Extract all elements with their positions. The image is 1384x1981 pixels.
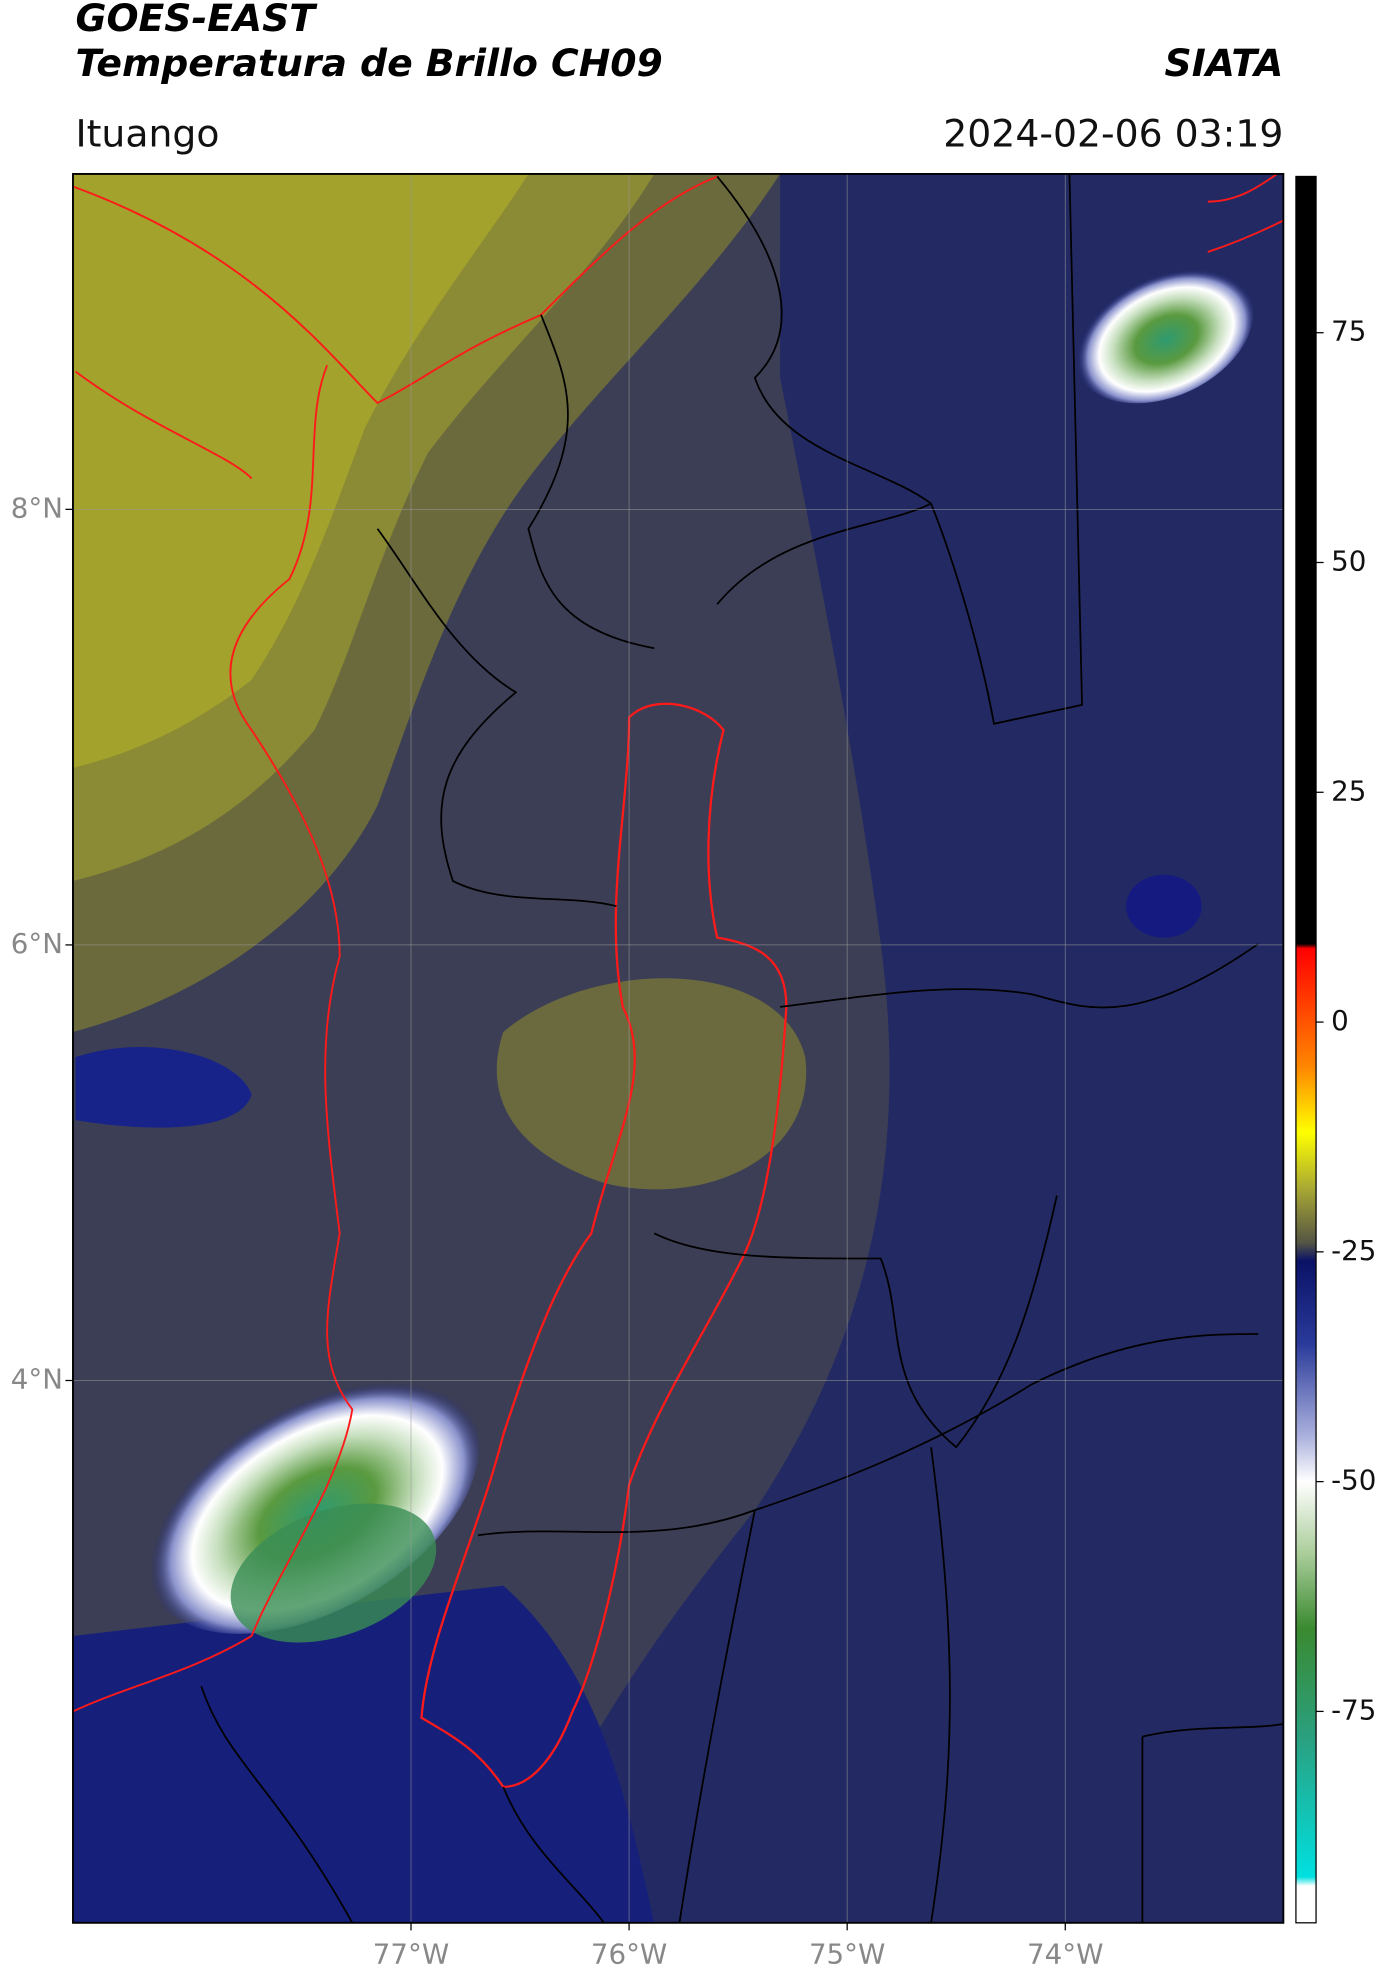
colorbar-tick-label: 25 [1331, 774, 1366, 807]
colorbar-tick-label: 0 [1331, 1004, 1349, 1037]
map-image [72, 173, 1284, 1923]
location: Ituango [75, 112, 219, 156]
x-tick-label: 77°W [373, 1938, 449, 1971]
title-line1: GOES-EAST [75, 0, 318, 40]
x-tick-label: 76°W [591, 1938, 667, 1971]
colorbar-ticks: 75 50 25 0 -25 -50 -75 [1316, 315, 1376, 1726]
colorbar-tick-label: -25 [1331, 1234, 1376, 1267]
y-tick-label: 4°N [11, 1363, 63, 1396]
colorbar [1295, 175, 1317, 1924]
agency: SIATA [1165, 41, 1284, 85]
title-line2: Temperatura de Brillo CH09 [75, 41, 662, 85]
map-frame [72, 172, 1285, 1924]
y-tick-label: 8°N [11, 491, 63, 524]
y-tick-label: 6°N [11, 927, 63, 960]
colorbar-tick-label: -50 [1331, 1464, 1376, 1497]
colorbar-tick-label: 75 [1331, 315, 1366, 348]
datetime: 2024-02-06 03:19 [943, 112, 1283, 156]
colorbar-tick-label: 50 [1331, 544, 1366, 577]
x-tick-label: 75°W [809, 1938, 885, 1971]
grid: 77°W 76°W 75°W 74°W 4°N 6°N 8°N [11, 173, 1284, 1971]
x-tick-label: 74°W [1027, 1938, 1103, 1971]
colorbar-tick-label: -75 [1331, 1693, 1376, 1726]
